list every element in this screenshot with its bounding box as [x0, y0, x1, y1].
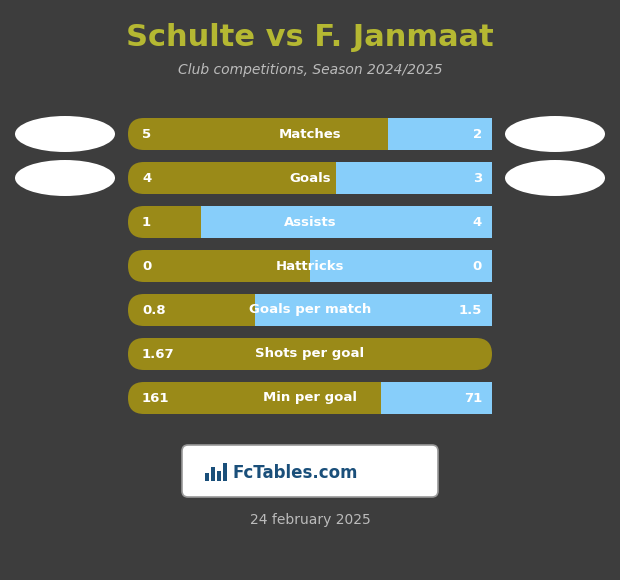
Text: 0: 0	[472, 259, 482, 273]
Bar	[211, 467, 215, 481]
FancyBboxPatch shape	[460, 250, 492, 282]
Text: Goals per match: Goals per match	[249, 303, 371, 317]
Text: Club competitions, Season 2024/2025: Club competitions, Season 2024/2025	[178, 63, 442, 77]
FancyBboxPatch shape	[128, 338, 492, 370]
Bar	[223, 463, 227, 481]
Text: 1.5: 1.5	[459, 303, 482, 317]
Text: 161: 161	[142, 392, 169, 404]
Text: 4: 4	[472, 216, 482, 229]
Text: Matches: Matches	[278, 128, 342, 140]
Bar	[381, 382, 492, 414]
Text: 1.67: 1.67	[142, 347, 175, 361]
Text: 2: 2	[473, 128, 482, 140]
Bar	[310, 250, 492, 282]
FancyBboxPatch shape	[460, 206, 492, 238]
FancyBboxPatch shape	[460, 118, 492, 150]
FancyBboxPatch shape	[460, 162, 492, 194]
Text: Hattricks: Hattricks	[276, 259, 344, 273]
Bar	[255, 294, 492, 326]
Bar	[201, 206, 492, 238]
Bar	[388, 118, 492, 150]
Ellipse shape	[505, 160, 605, 196]
Ellipse shape	[15, 116, 115, 152]
FancyBboxPatch shape	[128, 162, 492, 194]
FancyBboxPatch shape	[460, 382, 492, 414]
FancyBboxPatch shape	[182, 445, 438, 497]
FancyBboxPatch shape	[128, 250, 492, 282]
FancyBboxPatch shape	[460, 294, 492, 326]
Text: 0: 0	[142, 259, 151, 273]
Text: 5: 5	[142, 128, 151, 140]
Text: Schulte vs F. Janmaat: Schulte vs F. Janmaat	[126, 24, 494, 53]
Bar	[217, 471, 221, 481]
FancyBboxPatch shape	[128, 118, 492, 150]
Text: Shots per goal: Shots per goal	[255, 347, 365, 361]
Text: 3: 3	[472, 172, 482, 184]
Text: 71: 71	[464, 392, 482, 404]
Bar	[205, 473, 209, 481]
Text: Min per goal: Min per goal	[263, 392, 357, 404]
FancyBboxPatch shape	[128, 294, 492, 326]
Text: 24 february 2025: 24 february 2025	[250, 513, 370, 527]
FancyBboxPatch shape	[128, 382, 492, 414]
Text: FcTables.com: FcTables.com	[233, 464, 358, 482]
Text: 4: 4	[142, 172, 151, 184]
Text: Assists: Assists	[284, 216, 336, 229]
Bar	[336, 162, 492, 194]
Ellipse shape	[15, 160, 115, 196]
Text: 0.8: 0.8	[142, 303, 166, 317]
Ellipse shape	[505, 116, 605, 152]
Text: 1: 1	[142, 216, 151, 229]
FancyBboxPatch shape	[128, 206, 492, 238]
Text: Goals: Goals	[289, 172, 331, 184]
